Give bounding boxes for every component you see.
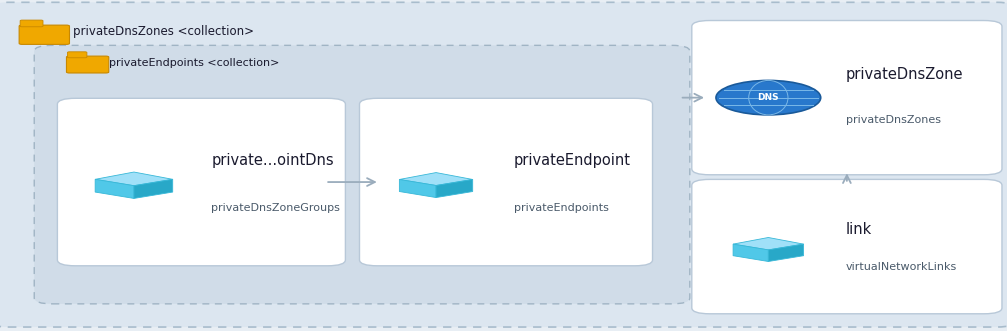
- Polygon shape: [400, 179, 436, 198]
- FancyBboxPatch shape: [692, 179, 1002, 314]
- Polygon shape: [95, 172, 173, 186]
- Text: privateEndpoints <collection>: privateEndpoints <collection>: [109, 58, 279, 68]
- FancyBboxPatch shape: [34, 45, 690, 304]
- Polygon shape: [733, 238, 804, 250]
- Text: DNS: DNS: [757, 93, 779, 102]
- Text: private...ointDns: private...ointDns: [211, 153, 334, 168]
- Polygon shape: [400, 172, 472, 185]
- Polygon shape: [95, 179, 134, 199]
- Polygon shape: [134, 179, 173, 199]
- Text: privateEndpoints: privateEndpoints: [514, 204, 608, 213]
- Text: privateDnsZones: privateDnsZones: [846, 116, 941, 125]
- Text: virtualNetworkLinks: virtualNetworkLinks: [846, 262, 957, 272]
- FancyBboxPatch shape: [359, 98, 653, 266]
- FancyBboxPatch shape: [67, 52, 87, 58]
- FancyBboxPatch shape: [57, 98, 345, 266]
- Text: privateDnsZones <collection>: privateDnsZones <collection>: [73, 25, 254, 38]
- Polygon shape: [768, 244, 804, 261]
- Circle shape: [716, 80, 821, 115]
- Text: privateEndpoint: privateEndpoint: [514, 153, 630, 168]
- Text: link: link: [846, 222, 872, 237]
- Polygon shape: [733, 244, 768, 261]
- Polygon shape: [436, 179, 472, 198]
- Text: privateDnsZoneGroups: privateDnsZoneGroups: [211, 204, 340, 213]
- FancyBboxPatch shape: [66, 56, 109, 73]
- Text: privateDnsZone: privateDnsZone: [846, 68, 964, 82]
- FancyBboxPatch shape: [20, 20, 43, 27]
- FancyBboxPatch shape: [19, 25, 69, 44]
- FancyBboxPatch shape: [692, 21, 1002, 175]
